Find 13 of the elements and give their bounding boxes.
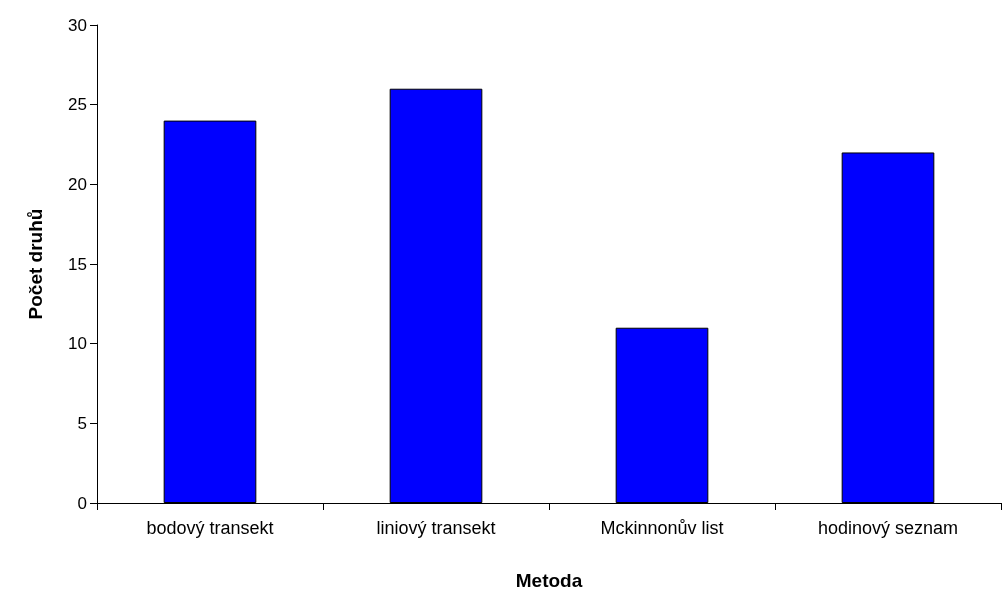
y-tick-label: 25 bbox=[68, 95, 87, 115]
y-tick-label: 15 bbox=[68, 254, 87, 274]
y-tick-label: 20 bbox=[68, 174, 87, 194]
y-tick-label: 5 bbox=[77, 413, 87, 433]
x-tick-label: hodinový seznam bbox=[817, 518, 959, 538]
y-tick-label: 10 bbox=[68, 334, 87, 354]
x-tick-label: liniový transekt bbox=[376, 518, 496, 538]
y-axis-title: Počet druhů bbox=[25, 208, 46, 320]
x-tick-label: bodový transekt bbox=[146, 518, 274, 538]
x-axis-title: Metoda bbox=[515, 570, 583, 591]
y-tick-label: 30 bbox=[68, 15, 87, 35]
y-tick-label: 0 bbox=[77, 493, 87, 513]
x-tick-label: Mckinnonův list bbox=[600, 518, 724, 538]
